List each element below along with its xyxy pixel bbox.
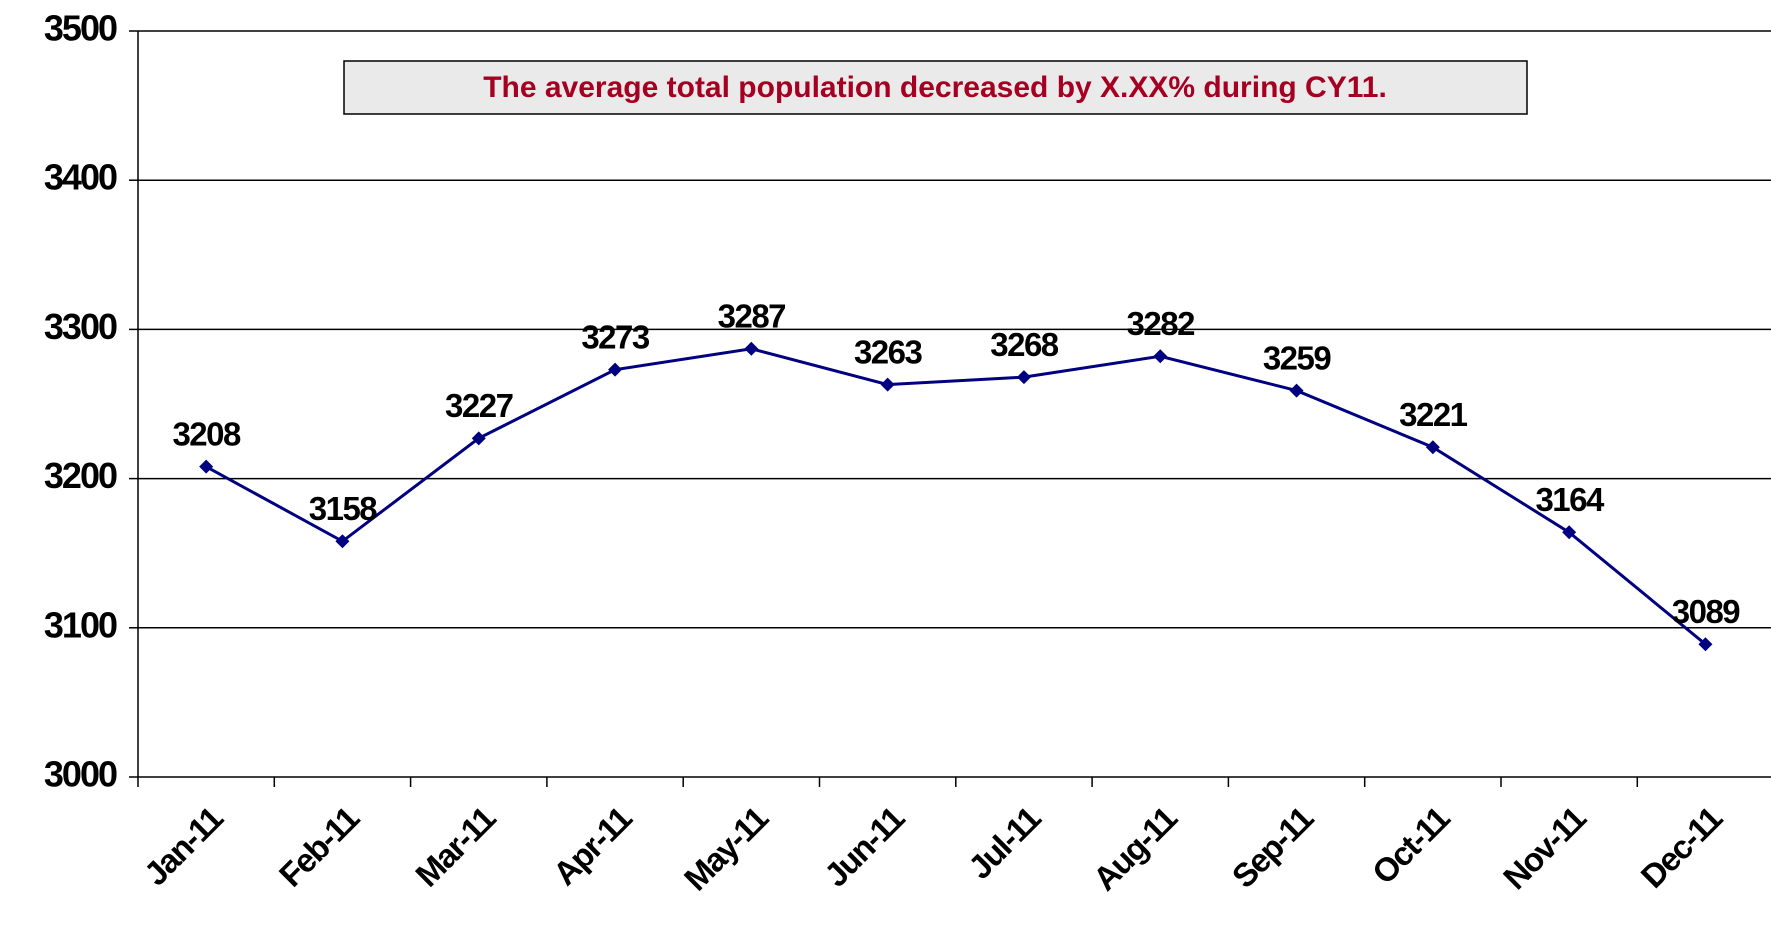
marker xyxy=(1698,637,1713,652)
annotation-box xyxy=(343,60,1528,115)
data-label: 3287 xyxy=(718,298,786,335)
data-label: 3089 xyxy=(1672,593,1741,630)
x-tick-label: Feb-11 xyxy=(272,799,367,894)
data-label: 3259 xyxy=(1263,339,1332,376)
x-tick-label: Nov-11 xyxy=(1496,799,1593,896)
data-label: 3273 xyxy=(581,318,650,355)
x-tick-label: Jun-11 xyxy=(817,799,912,894)
data-label: 3282 xyxy=(1127,305,1196,342)
x-tick-label: Aug-11 xyxy=(1086,799,1184,897)
line xyxy=(205,347,1707,646)
x-tick-label: Apr-11 xyxy=(546,799,639,892)
marker xyxy=(744,341,759,356)
data-label: 3164 xyxy=(1535,481,1605,518)
marker xyxy=(1562,525,1577,540)
marker xyxy=(880,377,895,392)
data-label: 3158 xyxy=(309,490,378,527)
marker xyxy=(199,459,214,474)
x-tick-label: Jan-11 xyxy=(137,799,230,892)
x-tick-label: Jul-11 xyxy=(961,799,1048,886)
x-tick-label: Dec-11 xyxy=(1634,799,1730,895)
annotation: The average total population decreased b… xyxy=(483,71,1387,104)
marker xyxy=(1289,383,1304,398)
y-tick-label: 3200 xyxy=(44,455,117,496)
data-label: 3268 xyxy=(990,326,1059,363)
data-label: 3227 xyxy=(445,387,513,424)
data-label: 3263 xyxy=(854,333,923,370)
x-tick-label: Oct-11 xyxy=(1365,799,1457,891)
marker xyxy=(608,362,623,377)
y-tick-label: 3100 xyxy=(44,604,117,645)
x-tick-label: Sep-11 xyxy=(1225,799,1321,895)
marker xyxy=(1153,349,1168,364)
data-label: 3221 xyxy=(1399,396,1468,433)
data-label: 3208 xyxy=(172,415,241,452)
y-tick-label: 3400 xyxy=(44,157,117,198)
y-tick-label: 3000 xyxy=(44,754,117,795)
x-tick-label: Mar-11 xyxy=(408,799,503,894)
marker xyxy=(471,431,486,446)
marker xyxy=(335,534,350,549)
marker xyxy=(1425,440,1440,455)
y-tick-label: 3300 xyxy=(44,306,117,347)
marker xyxy=(1016,370,1031,385)
y-tick-label: 3500 xyxy=(44,8,117,49)
x-tick-label: May-11 xyxy=(677,799,775,897)
